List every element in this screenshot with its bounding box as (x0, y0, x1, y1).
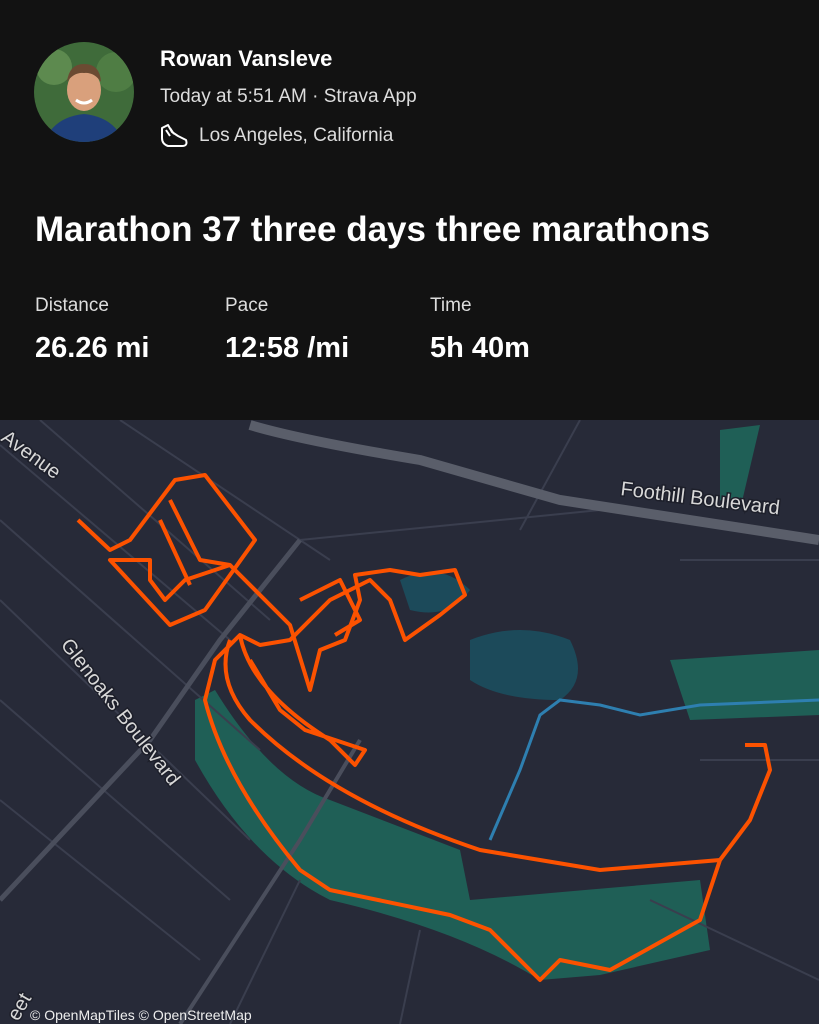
stat-label: Pace (225, 295, 269, 316)
stat-value: 26.26 mi (35, 332, 150, 364)
activity-meta: Today at 5:51 AM · Strava App (160, 86, 417, 107)
streets (0, 420, 819, 1024)
avatar[interactable] (34, 42, 134, 142)
route-map[interactable]: Avenue Foothill Boulevard Glenoaks Boule… (0, 420, 819, 1024)
athlete-name[interactable]: Rowan Vansleve (160, 46, 333, 71)
stat-value: 12:58 /mi (225, 332, 350, 364)
stream (488, 698, 819, 841)
attribution[interactable]: © OpenMapTiles © OpenStreetMap (30, 1007, 252, 1023)
route (76, 473, 772, 982)
activity-title[interactable]: Marathon 37 three days three marathons (35, 210, 710, 249)
shoe-icon (161, 124, 188, 147)
location: Los Angeles, California (199, 125, 394, 146)
stat-value: 5h 40m (430, 332, 530, 364)
freeway (248, 420, 819, 545)
stat-label: Distance (35, 295, 109, 316)
water (400, 572, 578, 700)
stat-label: Time (430, 295, 472, 316)
activity-header: Rowan Vansleve Today at 5:51 AM · Strava… (0, 0, 819, 420)
